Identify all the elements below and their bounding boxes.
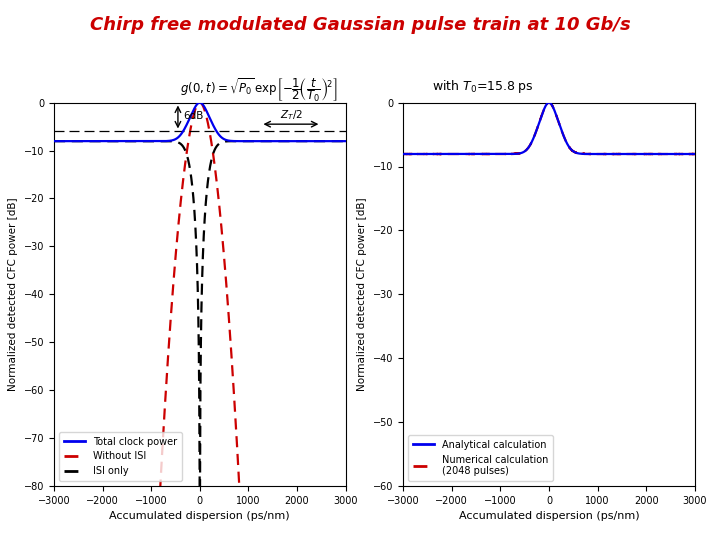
Text: $g(0,t)=\sqrt{P_0}\,\exp\!\left[-\dfrac{1}{2}\!\left(\dfrac{t}{T_0}\right)^{\!2}: $g(0,t)=\sqrt{P_0}\,\exp\!\left[-\dfrac{…	[181, 76, 338, 104]
X-axis label: Accumulated dispersion (ps/nm): Accumulated dispersion (ps/nm)	[109, 511, 290, 521]
Text: 6dB: 6dB	[183, 111, 203, 122]
Y-axis label: Normalized detected CFC power [dB]: Normalized detected CFC power [dB]	[357, 198, 367, 391]
Text: Chirp free modulated Gaussian pulse train at 10 Gb/s: Chirp free modulated Gaussian pulse trai…	[89, 16, 631, 34]
X-axis label: Accumulated dispersion (ps/nm): Accumulated dispersion (ps/nm)	[459, 511, 639, 521]
Legend: Total clock power, Without ISI, ISI only: Total clock power, Without ISI, ISI only	[59, 431, 182, 481]
Text: with $T_0$=15.8 ps: with $T_0$=15.8 ps	[432, 78, 534, 95]
Legend: Analytical calculation, Numerical calculation
(2048 pulses): Analytical calculation, Numerical calcul…	[408, 435, 554, 481]
Text: $Z_T/2$: $Z_T/2$	[280, 108, 302, 122]
Y-axis label: Normalized detected CFC power [dB]: Normalized detected CFC power [dB]	[8, 198, 18, 391]
